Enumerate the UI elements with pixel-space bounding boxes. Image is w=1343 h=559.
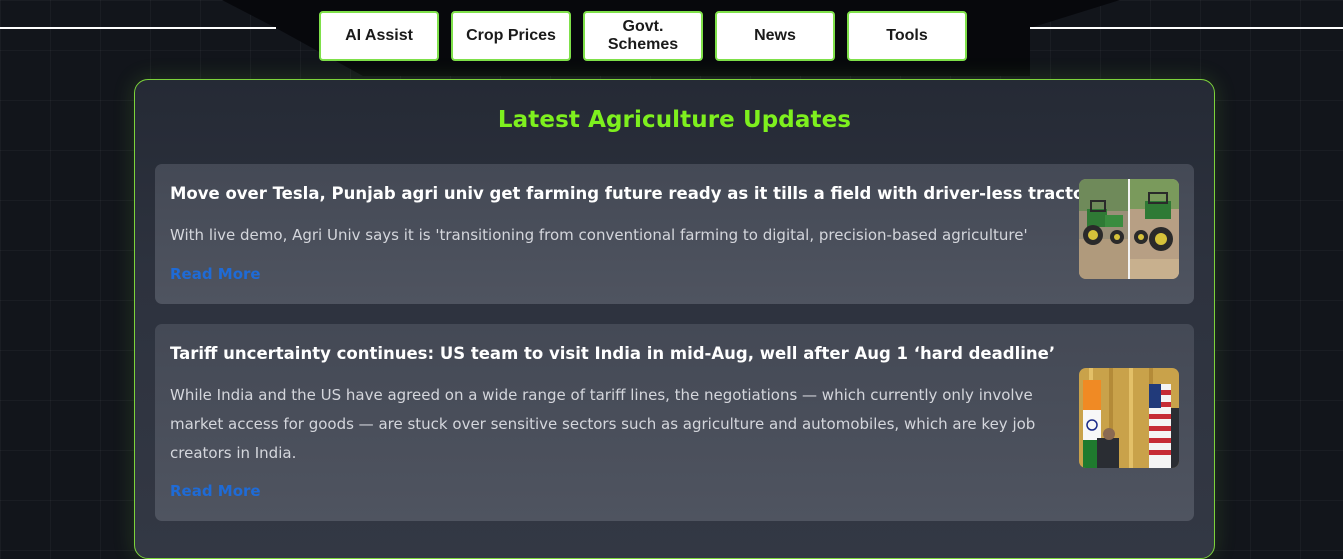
flags-photo-icon[interactable]	[1079, 368, 1179, 468]
top-nav: AI Assist Crop Prices Govt. Schemes News…	[319, 11, 967, 61]
nav-ai-assist-button[interactable]: AI Assist	[319, 11, 439, 61]
panel-title: Latest Agriculture Updates	[497, 107, 852, 133]
news-card: Tariff uncertainty continues: US team to…	[155, 324, 1194, 521]
nav-news-button[interactable]: News	[715, 11, 835, 61]
article-description: While India and the US have agreed on a …	[170, 386, 1036, 462]
article-description: With live demo, Agri Univ says it is 'tr…	[170, 226, 1028, 244]
read-more-link[interactable]: Read More	[170, 482, 261, 500]
article-title: Tariff uncertainty continues: US team to…	[170, 344, 1056, 363]
nav-crop-prices-button[interactable]: Crop Prices	[451, 11, 571, 61]
news-card: Move over Tesla, Punjab agri univ get fa…	[155, 164, 1194, 304]
article-title: Move over Tesla, Punjab agri univ get fa…	[170, 184, 1093, 203]
read-more-link[interactable]: Read More	[170, 265, 261, 283]
tractor-photo-icon[interactable]	[1079, 179, 1179, 279]
updates-panel: Latest Agriculture Updates Move over Tes…	[134, 79, 1215, 559]
nav-govt-schemes-button[interactable]: Govt. Schemes	[583, 11, 703, 61]
nav-tools-button[interactable]: Tools	[847, 11, 967, 61]
